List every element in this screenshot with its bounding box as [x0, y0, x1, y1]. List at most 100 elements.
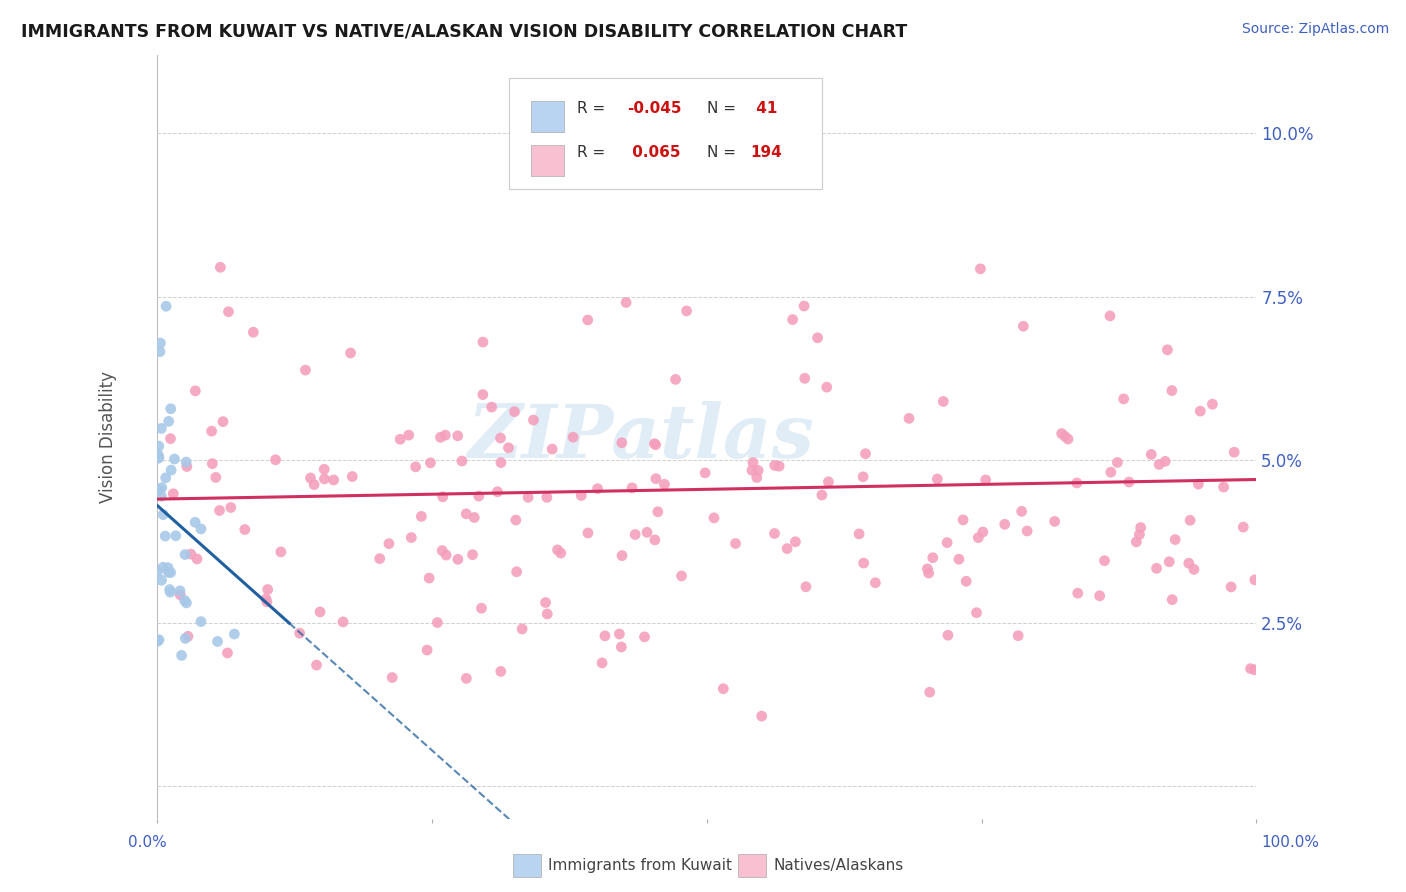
Point — [233, 523, 256, 537]
Point — [190, 522, 212, 536]
Point — [1007, 629, 1029, 643]
Point — [522, 413, 544, 427]
Point — [146, 447, 169, 461]
Text: Natives/Alaskans: Natives/Alaskans — [773, 858, 904, 872]
Point — [163, 452, 186, 467]
Point — [703, 511, 725, 525]
Point — [1107, 455, 1129, 469]
Point — [305, 658, 328, 673]
Point — [398, 428, 420, 442]
Point — [332, 615, 354, 629]
Point — [793, 299, 815, 313]
Point — [1220, 580, 1243, 594]
Point — [489, 431, 512, 445]
Point — [1050, 426, 1073, 441]
Point — [898, 411, 921, 425]
Point — [664, 372, 686, 386]
Text: Vision Disability: Vision Disability — [98, 371, 117, 503]
Point — [1012, 319, 1035, 334]
Point — [1140, 447, 1163, 461]
Text: ZIPatlas: ZIPatlas — [467, 401, 814, 474]
Point — [747, 463, 769, 477]
Point — [1118, 475, 1140, 489]
Point — [610, 549, 633, 563]
Point — [451, 454, 474, 468]
Point — [1088, 589, 1111, 603]
Point — [1189, 404, 1212, 418]
Point — [389, 432, 412, 446]
Point — [170, 648, 193, 663]
Point — [219, 500, 242, 515]
Point — [159, 401, 181, 416]
Point — [159, 585, 181, 599]
Point — [498, 441, 520, 455]
Point — [865, 575, 887, 590]
Point — [148, 439, 170, 453]
Point — [401, 531, 423, 545]
Point — [150, 574, 173, 588]
Point — [434, 428, 457, 442]
Point — [184, 516, 207, 530]
Text: IMMIGRANTS FROM KUWAIT VS NATIVE/ALASKAN VISION DISABILITY CORRELATION CHART: IMMIGRANTS FROM KUWAIT VS NATIVE/ALASKAN… — [21, 22, 907, 40]
Point — [742, 456, 765, 470]
Point — [418, 571, 440, 585]
Point — [952, 513, 974, 527]
Point — [633, 630, 655, 644]
Text: 0.0%: 0.0% — [128, 836, 167, 850]
Point — [155, 529, 177, 543]
Point — [562, 430, 585, 444]
Point — [505, 513, 527, 527]
Point — [966, 606, 988, 620]
Point — [1017, 524, 1039, 538]
Text: N =: N = — [707, 101, 741, 116]
Point — [776, 541, 799, 556]
Point — [1112, 392, 1135, 406]
Point — [536, 491, 558, 505]
Point — [486, 484, 509, 499]
Point — [150, 421, 173, 435]
Point — [1161, 592, 1184, 607]
Text: Source: ZipAtlas.com: Source: ZipAtlas.com — [1241, 22, 1389, 37]
Point — [157, 560, 180, 574]
Point — [177, 629, 200, 643]
Point — [176, 459, 198, 474]
Point — [974, 473, 997, 487]
Point — [217, 646, 239, 660]
Point — [461, 548, 484, 562]
Point — [148, 483, 170, 497]
Point — [157, 414, 180, 428]
Text: 194: 194 — [751, 145, 783, 160]
Point — [918, 685, 941, 699]
Point — [917, 562, 939, 576]
Point — [927, 472, 949, 486]
Point — [675, 304, 697, 318]
Point — [471, 334, 494, 349]
Point — [1159, 555, 1181, 569]
Point — [368, 551, 391, 566]
Point — [1053, 429, 1076, 443]
Point — [217, 304, 239, 318]
Point — [517, 491, 540, 505]
Point — [416, 643, 439, 657]
Point — [1067, 586, 1090, 600]
Point — [378, 537, 401, 551]
Point — [576, 313, 599, 327]
Point — [591, 656, 613, 670]
Point — [1129, 520, 1152, 534]
Point — [294, 363, 316, 377]
Point — [288, 626, 311, 640]
FancyBboxPatch shape — [509, 78, 823, 189]
Point — [763, 526, 786, 541]
Point — [434, 548, 457, 562]
FancyBboxPatch shape — [531, 145, 564, 176]
Point — [146, 565, 169, 579]
Point — [645, 472, 668, 486]
Point — [169, 583, 191, 598]
Point — [471, 387, 494, 401]
Point — [174, 632, 197, 646]
Point — [609, 627, 631, 641]
Point — [536, 607, 558, 621]
Point — [146, 634, 169, 648]
Point — [1223, 445, 1246, 459]
Point — [693, 466, 716, 480]
